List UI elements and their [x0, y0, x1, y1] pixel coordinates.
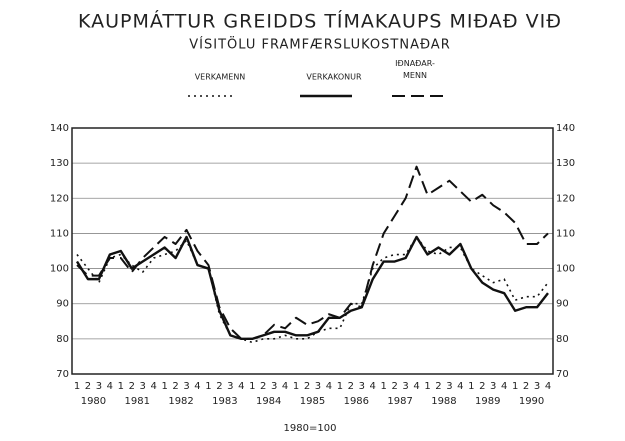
x-tick-label: 2 [172, 381, 178, 392]
x-tick-label: 4 [501, 381, 507, 392]
legend-label: IÐNAÐAR-MENN [395, 59, 435, 80]
y-tick-label: 140 [50, 123, 69, 134]
x-tick-label: 2 [304, 381, 310, 392]
y-tick-label-right: 120 [556, 193, 575, 204]
y-tick-label: 120 [50, 193, 69, 204]
year-label: 1984 [256, 396, 281, 407]
y-tick-label-right: 130 [556, 158, 575, 169]
x-tick-label: 4 [370, 381, 376, 392]
year-label: 1989 [475, 396, 500, 407]
y-tick-label: 90 [56, 299, 69, 310]
plot-frame [71, 127, 554, 375]
x-tick-label: 3 [140, 381, 146, 392]
x-tick-label: 1 [468, 381, 474, 392]
x-tick-label: 1 [424, 381, 430, 392]
y-tick-label: 100 [50, 264, 69, 275]
x-tick-label: 3 [359, 381, 365, 392]
x-tick-label: 2 [523, 381, 529, 392]
x-tick-label: 4 [457, 381, 463, 392]
year-label: 1987 [387, 396, 412, 407]
note: 1980=100 [284, 423, 337, 434]
x-tick-label: 3 [315, 381, 321, 392]
y-tick-label: 80 [56, 334, 69, 345]
x-tick-label: 2 [435, 381, 441, 392]
x-tick-label: 4 [194, 381, 200, 392]
y-tick-label: 130 [50, 158, 69, 169]
x-tick-label: 2 [348, 381, 354, 392]
y-tick-label: 70 [56, 369, 69, 380]
year-label: 1982 [168, 396, 193, 407]
x-tick-label: 4 [413, 381, 419, 392]
x-tick-label: 2 [479, 381, 485, 392]
x-tick-label: 3 [446, 381, 452, 392]
x-tick-label: 4 [238, 381, 244, 392]
x-tick-label: 1 [118, 381, 124, 392]
series-line [76, 165, 549, 340]
legend-label: VERKAKONUR [306, 73, 362, 82]
legend-label: VERKAMENN [195, 73, 246, 82]
x-tick-label: 2 [85, 381, 91, 392]
x-tick-label: 4 [545, 381, 551, 392]
x-tick-label: 4 [282, 381, 288, 392]
year-label: 1985 [300, 396, 325, 407]
series-line [75, 235, 549, 341]
x-tick-label: 3 [402, 381, 408, 392]
x-tick-label: 2 [391, 381, 397, 392]
y-tick-label-right: 90 [556, 299, 569, 310]
year-label: 1990 [519, 396, 544, 407]
chart-subtitle: VÍSITÖLU FRAMFÆRSLUKOSTNAÐAR [189, 36, 451, 53]
x-tick-label: 1 [512, 381, 518, 392]
x-tick-label: 1 [337, 381, 343, 392]
x-tick-label: 1 [293, 381, 299, 392]
x-tick-label: 1 [205, 381, 211, 392]
chart-title: KAUPMÁTTUR GREIDDS TÍMAKAUPS MIÐAÐ VIÐ [78, 10, 562, 33]
x-tick-label: 1 [161, 381, 167, 392]
year-label: 1981 [125, 396, 150, 407]
x-tick-label: 4 [107, 381, 113, 392]
year-label: 1986 [344, 396, 369, 407]
x-tick-label: 4 [150, 381, 156, 392]
x-tick-label: 1 [249, 381, 255, 392]
x-tick-label: 3 [183, 381, 189, 392]
x-tick-label: 2 [216, 381, 222, 392]
x-tick-label: 1 [74, 381, 80, 392]
x-tick-label: 3 [534, 381, 540, 392]
year-label: 1983 [212, 396, 237, 407]
x-tick-label: 2 [129, 381, 135, 392]
y-tick-label: 110 [50, 228, 69, 239]
x-tick-label: 3 [271, 381, 277, 392]
year-label: 1980 [81, 396, 106, 407]
x-tick-label: 2 [260, 381, 266, 392]
y-tick-label-right: 70 [556, 369, 569, 380]
x-tick-label: 3 [96, 381, 102, 392]
x-tick-label: 3 [490, 381, 496, 392]
y-tick-label-right: 140 [556, 123, 575, 134]
y-tick-label-right: 80 [556, 334, 569, 345]
year-label: 1988 [431, 396, 456, 407]
x-tick-label: 4 [326, 381, 332, 392]
y-tick-label-right: 110 [556, 228, 575, 239]
x-tick-label: 1 [381, 381, 387, 392]
y-tick-label-right: 100 [556, 264, 575, 275]
x-tick-label: 3 [227, 381, 233, 392]
